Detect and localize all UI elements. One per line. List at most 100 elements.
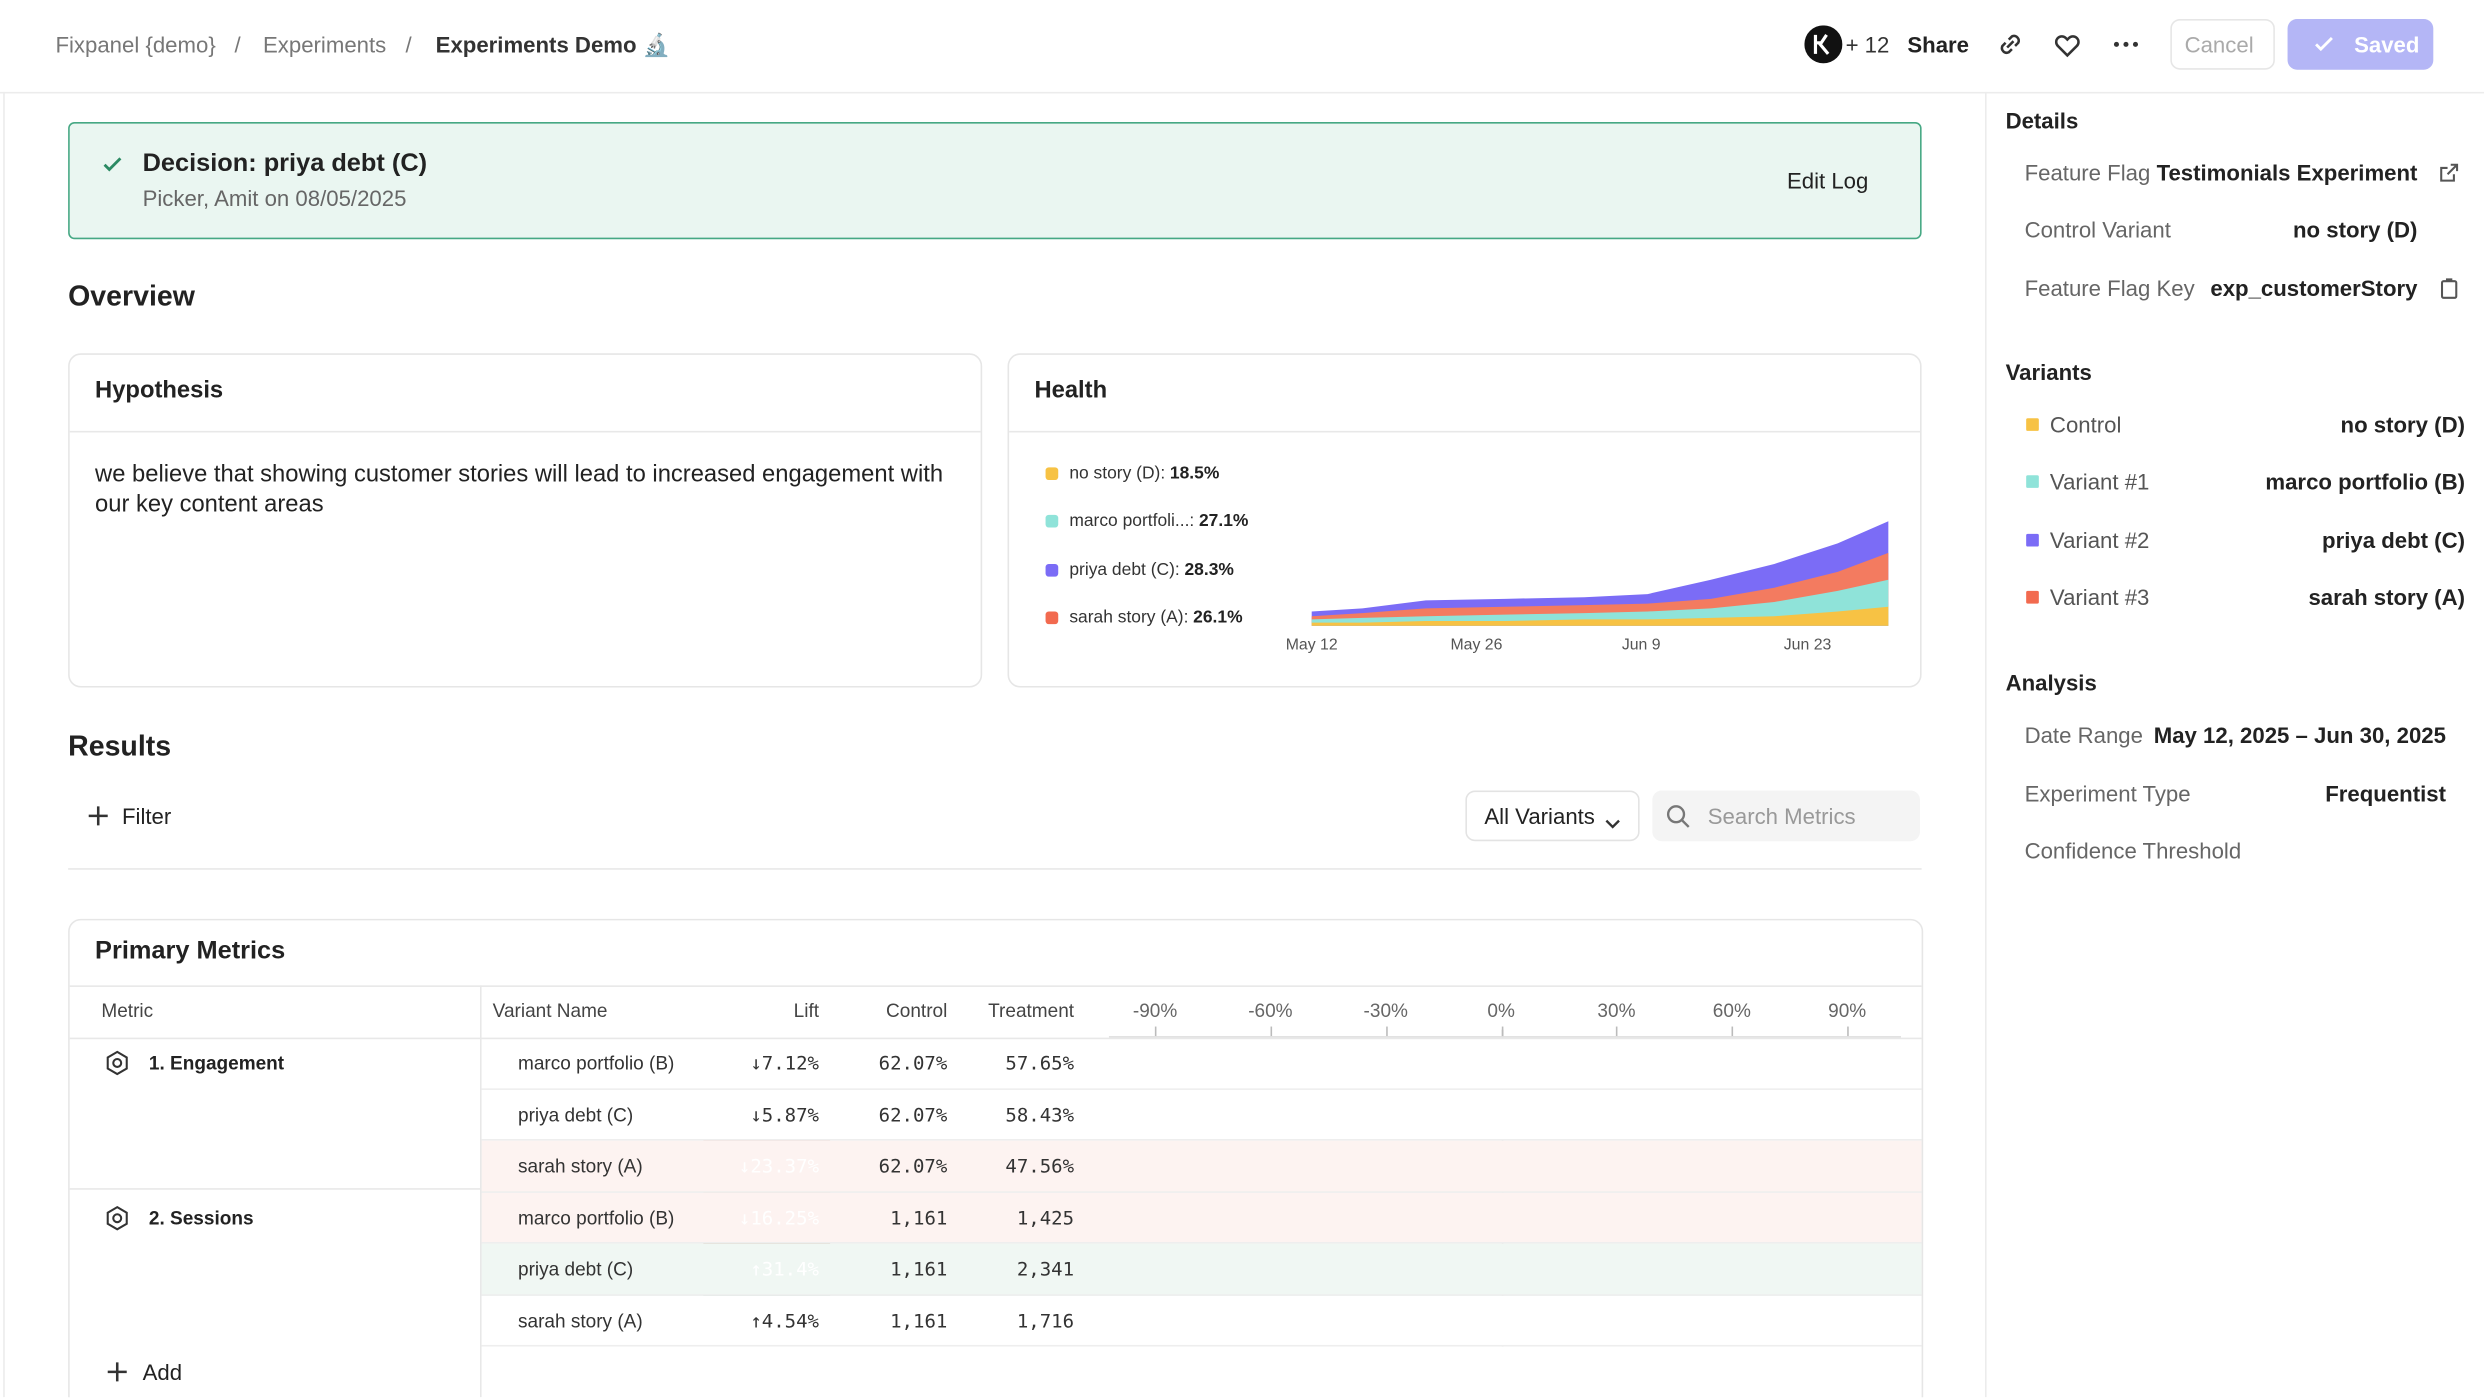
lift-value: ↓16.25% <box>738 1206 820 1229</box>
detail-value: exp_customerStory <box>2210 275 2418 301</box>
saved-label[interactable]: Saved <box>2354 31 2420 58</box>
variant-swatch <box>2026 533 2039 546</box>
variant-value: no story (D) <box>2340 411 2465 438</box>
analysis-value: Frequentist <box>2325 780 2446 806</box>
card-divider <box>69 985 1922 987</box>
treatment-value: 57.65% <box>1005 1051 1075 1075</box>
results-divider <box>68 868 1922 870</box>
header-divider <box>69 1037 1922 1040</box>
section-title: Results <box>68 730 172 762</box>
decision-check <box>101 154 123 176</box>
variant-name: marco portfolio (B) <box>518 1206 675 1229</box>
card-title: Hypothesis <box>95 377 224 404</box>
axis-tick-label: 90% <box>1828 999 1867 1022</box>
add-plus[interactable] <box>106 1361 128 1383</box>
share-button[interactable]: Share <box>1907 31 1970 58</box>
axis-tick <box>1501 1026 1503 1037</box>
lift-value: ↓23.37% <box>738 1154 820 1178</box>
axis-tick-label: -30% <box>1363 999 1408 1022</box>
search-placeholder[interactable]: Search Metrics <box>1707 803 1856 829</box>
section-title: Overview <box>68 280 195 313</box>
treatment-value: 1,716 <box>1016 1309 1075 1332</box>
card-divider <box>69 430 981 433</box>
treatment-value: 2,341 <box>1016 1257 1075 1281</box>
select-chevron <box>1605 810 1621 829</box>
variant-swatch <box>2026 590 2039 604</box>
breadcrumb-link[interactable]: Experiments <box>262 31 387 58</box>
detail-label: Feature Flag Key <box>2024 275 2195 301</box>
variants-select-label[interactable]: All Variants <box>1484 803 1595 829</box>
link-icon[interactable] <box>1996 30 2025 59</box>
metric-name: 2. Sessions <box>148 1206 254 1229</box>
decision-subtitle: Picker, Amit on 08/05/2025 <box>142 185 407 211</box>
breadcrumb-link[interactable]: Experiments Demo 🔬 <box>435 31 671 58</box>
more-icon[interactable] <box>2112 30 2141 59</box>
variant-label: Variant #1 <box>2049 469 2150 495</box>
avatar-count: + 12 <box>1845 31 1890 58</box>
axis-tick-label: 60% <box>1712 999 1751 1022</box>
search-icon <box>1665 803 1690 828</box>
legend-swatch <box>1045 467 1059 481</box>
breadcrumb-separator: / <box>234 31 241 58</box>
edit-log-button[interactable]: Edit Log <box>1786 167 1869 194</box>
legend-value: 18.5% <box>1169 464 1220 484</box>
sidebar-title: Variants <box>2005 359 2092 385</box>
treatment-value: 1,425 <box>1016 1206 1075 1229</box>
cancel-button[interactable] <box>2170 19 2275 70</box>
filter-button[interactable]: Filter <box>121 803 172 829</box>
metric-row <box>481 1295 1922 1347</box>
legend-swatch <box>1045 563 1059 576</box>
favorite-icon[interactable] <box>2052 29 2084 61</box>
detail-value: no story (D) <box>2293 217 2418 243</box>
sidebar-divider <box>1984 91 1987 1398</box>
variant-name: priya debt (C) <box>518 1103 634 1126</box>
column-header: Treatment <box>988 999 1075 1022</box>
lift-value: ↓7.12% <box>750 1051 820 1075</box>
search-input[interactable] <box>1652 790 1921 842</box>
legend-swatch <box>1045 515 1059 529</box>
x-axis-label: Jun 9 <box>1621 636 1661 655</box>
filter-plus[interactable] <box>87 805 109 827</box>
hypothesis-card <box>68 353 983 688</box>
axis-tick-label: -60% <box>1248 999 1293 1022</box>
column-divider <box>480 985 482 1398</box>
variant-value: priya debt (C) <box>2322 526 2465 553</box>
column-header: Variant Name <box>492 999 608 1022</box>
decision-banner <box>68 121 1922 240</box>
detail-label: Control Variant <box>2024 217 2171 243</box>
axis-baseline <box>1108 1036 1902 1038</box>
lift-value: ↑31.4% <box>750 1257 820 1281</box>
analysis-label: Confidence Threshold <box>2024 838 2242 864</box>
axis-tick <box>1270 1026 1272 1037</box>
analysis-value: May 12, 2025 – Jun 30, 2025 <box>2153 722 2446 748</box>
treatment-value: 58.43% <box>1005 1103 1075 1126</box>
saved-button[interactable] <box>2287 19 2434 70</box>
control-value: 1,161 <box>890 1257 948 1281</box>
axis-tick <box>1155 1026 1157 1037</box>
metric-row <box>481 1089 1922 1141</box>
detail-value: Testimonials Experiment <box>2156 160 2418 186</box>
variant-label: Variant #2 <box>2049 526 2150 553</box>
metric-row <box>481 1140 1922 1193</box>
external-link-icon[interactable] <box>2438 162 2460 184</box>
lift-value: ↓5.87% <box>750 1103 820 1126</box>
control-value: 62.07% <box>878 1103 948 1126</box>
axis-tick-label: 0% <box>1487 999 1515 1022</box>
avatar[interactable] <box>1804 25 1843 64</box>
metric-row <box>481 1192 1922 1244</box>
copy-icon[interactable] <box>2438 277 2460 299</box>
variants-select[interactable] <box>1465 790 1640 842</box>
x-axis-label: May 12 <box>1285 636 1338 655</box>
add-button[interactable]: Add <box>142 1359 183 1385</box>
variant-swatch <box>2026 418 2039 431</box>
card-title: Primary Metrics <box>95 937 286 965</box>
breadcrumb-link[interactable]: Fixpanel {demo} <box>55 31 216 58</box>
variant-name: marco portfolio (B) <box>518 1051 675 1075</box>
cancel-label[interactable]: Cancel <box>2184 31 2254 58</box>
variant-name: sarah story (A) <box>518 1154 643 1178</box>
axis-tick <box>1385 1026 1388 1037</box>
axis-tick <box>1847 1026 1849 1037</box>
hypothesis-text: we believe that showing customer stories… <box>95 460 944 519</box>
